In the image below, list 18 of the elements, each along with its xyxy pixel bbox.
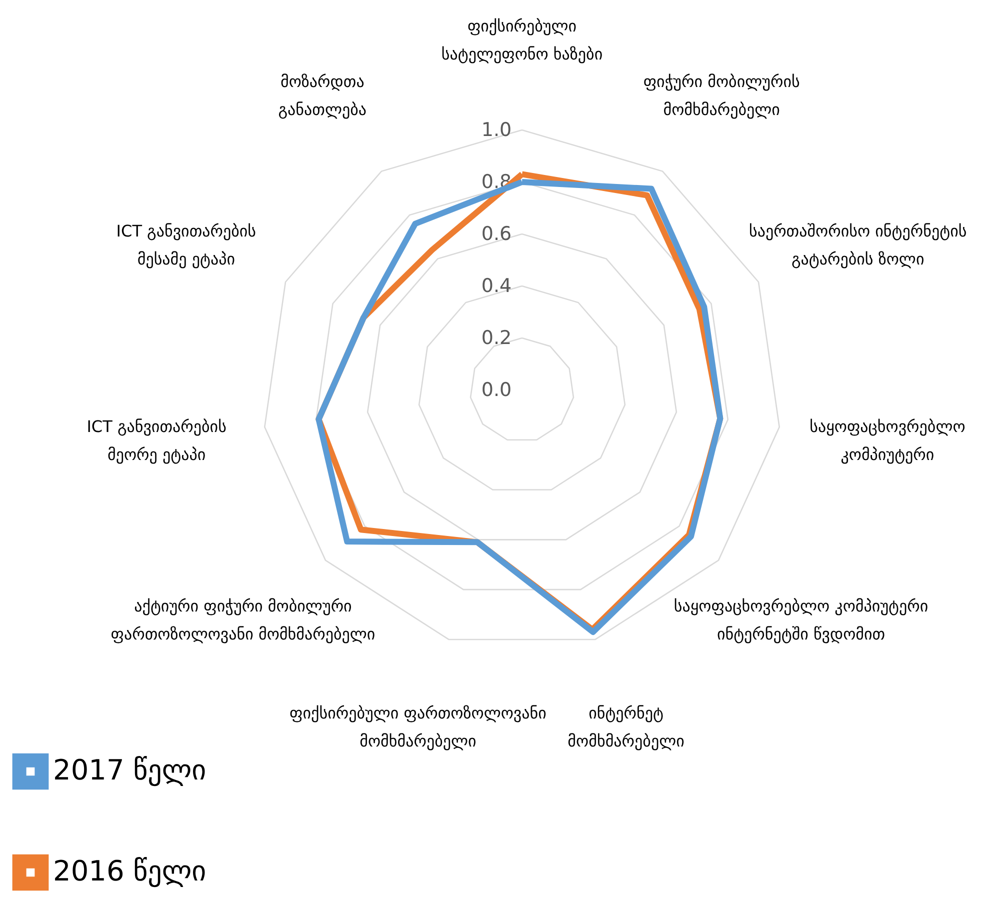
spoke-label: ICT განვითარების მეორე ეტაპი: [86, 416, 226, 464]
spoke-label: ICT განვითარების მესამე ეტაპი: [116, 221, 256, 268]
spoke-label: ფიჭური მობილურის მომხმარებელი: [643, 72, 800, 119]
legend-label: 2016 წელი: [53, 854, 206, 888]
y-tick-label: 0.0: [481, 379, 512, 401]
spoke-label: საერთაშორისო ინტერნეტის გატარების ზოლი: [748, 221, 967, 268]
spoke-label: ფიქსირებული სატელეფონო ხაზები: [441, 16, 603, 64]
spoke-label: ფიქსირებული ფართოზოლოვანი მომხმარებელი: [290, 704, 546, 751]
spoke-label: აქტიური ფიჭური მობილური ფართოზოლოვანი მომხმარებელი: [110, 596, 376, 644]
y-tick-label: 0.4: [481, 275, 512, 297]
legend-label: 2017 წელი: [53, 754, 206, 786]
y-tick-label: 0.6: [481, 223, 512, 245]
spoke-label: საყოფაცხოვრებლო კომპიუტერი ინტერნეტში წვდომით: [674, 596, 928, 644]
y-tick-label: 0.2: [481, 327, 512, 349]
spoke-label: მოზარდთა განათლება: [278, 72, 367, 119]
y-tick-label: 1.0: [481, 119, 512, 141]
spoke-label: საყოფაცხოვრებლო კომპიუტერი: [810, 416, 966, 464]
spoke-label: ინტერნეტ მომხმარებელი: [568, 704, 684, 751]
